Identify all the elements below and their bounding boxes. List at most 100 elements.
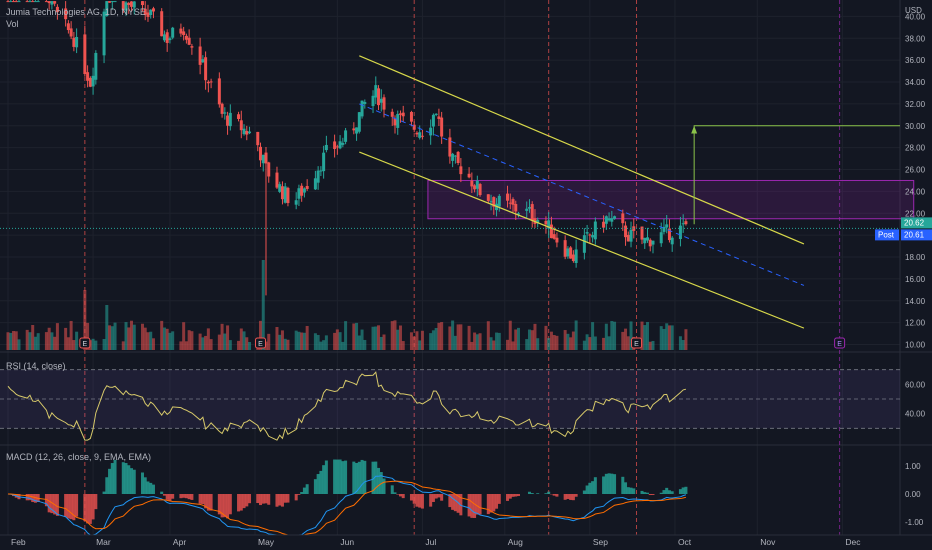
candle bbox=[313, 170, 317, 190]
candle-body bbox=[563, 240, 567, 257]
candle-body bbox=[547, 220, 551, 229]
macd-histogram-bar bbox=[91, 494, 95, 520]
macd-histogram-bar bbox=[415, 494, 419, 507]
macd-histogram-bar bbox=[182, 494, 186, 498]
macd-histogram-bar bbox=[341, 461, 345, 494]
post-label: Post bbox=[878, 230, 895, 239]
macd-histogram-bar bbox=[475, 494, 479, 515]
macd-histogram-bar bbox=[64, 494, 68, 517]
candles bbox=[6, 0, 688, 296]
macd-histogram-bar bbox=[121, 462, 125, 494]
candle-body bbox=[130, 1, 134, 7]
volume-bar bbox=[294, 330, 298, 350]
volume-bar bbox=[146, 332, 150, 350]
candle bbox=[162, 30, 166, 43]
candle bbox=[352, 122, 356, 135]
candle-body bbox=[645, 237, 649, 241]
post-price-text: 20.61 bbox=[904, 230, 925, 239]
volume-bar bbox=[478, 333, 482, 350]
candle-body bbox=[473, 185, 477, 190]
candle-body bbox=[571, 254, 575, 262]
macd-histogram-bar bbox=[448, 494, 452, 508]
candle bbox=[659, 222, 663, 247]
y-tick-label: 14.00 bbox=[905, 297, 926, 306]
macd-histogram-bar bbox=[456, 494, 460, 513]
macd-histogram-bar bbox=[47, 494, 51, 513]
candle-body bbox=[17, 1, 21, 3]
candle-body bbox=[108, 1, 112, 3]
volume-bar bbox=[226, 325, 230, 350]
volume-bar bbox=[533, 323, 537, 350]
volume-bar bbox=[344, 321, 348, 350]
volume-bar bbox=[302, 332, 306, 350]
candle bbox=[355, 127, 359, 141]
candle bbox=[319, 166, 323, 177]
macd-histogram-bar bbox=[363, 460, 367, 494]
candle bbox=[31, 0, 35, 3]
candle bbox=[300, 183, 304, 202]
candle-body bbox=[355, 127, 359, 134]
macd-histogram-bar bbox=[72, 494, 76, 521]
candle-body bbox=[363, 101, 367, 104]
candle-body bbox=[256, 131, 260, 146]
macd-histogram-bar bbox=[398, 494, 402, 497]
candle bbox=[44, 0, 48, 3]
candle bbox=[297, 184, 301, 207]
macd-histogram-bar bbox=[209, 494, 213, 511]
candle bbox=[69, 21, 73, 40]
macd-histogram-bar bbox=[470, 494, 474, 518]
macd-histogram-bar bbox=[511, 494, 515, 497]
volume-bar bbox=[333, 332, 337, 350]
volume-bar bbox=[506, 339, 510, 350]
candle bbox=[497, 194, 501, 212]
rsi-tick-label: 40.00 bbox=[905, 410, 926, 419]
candle-body bbox=[53, 1, 57, 4]
macd-histogram-bar bbox=[514, 494, 518, 497]
candle bbox=[344, 127, 348, 145]
macd-histogram-bar bbox=[28, 494, 32, 501]
volume-bar bbox=[66, 337, 70, 350]
candle-body bbox=[322, 152, 326, 172]
macd-histogram-bar bbox=[286, 494, 290, 503]
candle-body bbox=[165, 32, 169, 43]
candle bbox=[110, 1, 114, 10]
post-badge bbox=[875, 229, 899, 241]
volume-bar bbox=[453, 335, 457, 350]
candle-body bbox=[602, 221, 606, 228]
y-tick-label: 18.00 bbox=[905, 253, 926, 262]
candle bbox=[593, 217, 597, 245]
macd-histogram-bar bbox=[437, 494, 441, 498]
x-tick-label: Apr bbox=[173, 537, 186, 547]
macd-histogram-bar bbox=[382, 478, 386, 494]
macd-histogram-bar bbox=[160, 491, 164, 494]
volume-bar bbox=[140, 323, 144, 350]
candle-body bbox=[555, 237, 559, 243]
volume-bar bbox=[335, 329, 339, 350]
candle-body bbox=[418, 132, 422, 138]
macd-histogram-bar bbox=[198, 494, 202, 504]
macd-histogram-bar bbox=[313, 479, 317, 494]
macd-tick-label: -1.00 bbox=[905, 518, 924, 527]
macd-histogram-bar bbox=[431, 494, 435, 502]
candle-body bbox=[566, 248, 570, 257]
volume-bar bbox=[6, 332, 10, 350]
candle bbox=[28, 0, 32, 3]
volume-bar bbox=[283, 338, 287, 350]
candle bbox=[88, 76, 92, 88]
macd-histogram-bar bbox=[55, 494, 59, 516]
candle bbox=[470, 172, 474, 194]
candle-body bbox=[198, 46, 202, 65]
volume-bar bbox=[94, 340, 98, 350]
candle-body bbox=[242, 128, 246, 135]
candle-body bbox=[9, 1, 13, 3]
candle bbox=[165, 29, 169, 52]
macd-histogram-bar bbox=[206, 494, 210, 511]
candle bbox=[473, 184, 477, 193]
macd-histogram-bar bbox=[50, 494, 54, 514]
candle-body bbox=[486, 194, 490, 201]
candle-body bbox=[451, 153, 455, 161]
volume-bar bbox=[574, 320, 578, 350]
candle bbox=[396, 110, 400, 135]
